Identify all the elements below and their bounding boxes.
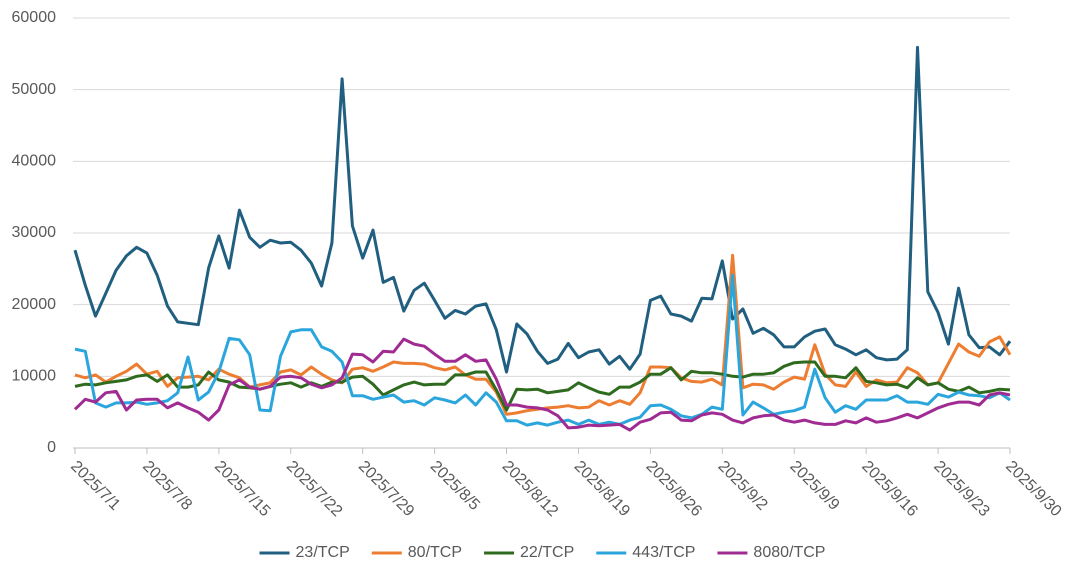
x-tick-label: 2025/7/29: [355, 458, 417, 520]
x-tick-label: 2025/9/30: [1002, 458, 1064, 520]
x-tick-label: 2025/8/26: [643, 458, 705, 520]
legend-label: 22/TCP: [520, 544, 574, 561]
x-tick-label: 2025/8/5: [427, 458, 483, 514]
x-tick-label: 2025/8/19: [571, 458, 633, 520]
x-tick-label: 2025/7/15: [211, 458, 273, 520]
legend-label: 8080/TCP: [753, 544, 825, 561]
series-line: [73, 45, 1012, 374]
x-tick-label: 2025/8/12: [499, 458, 561, 520]
y-tick-label: 60000: [12, 9, 57, 26]
x-tick-label: 2025/7/8: [139, 458, 195, 514]
legend-label: 443/TCP: [632, 544, 695, 561]
x-tick-label: 2025/7/22: [283, 458, 345, 520]
y-tick-label: 30000: [12, 224, 57, 241]
x-tick-label: 2025/9/23: [930, 458, 992, 520]
x-tick-label: 2025/7/1: [67, 458, 123, 514]
y-tick-label: 40000: [12, 153, 57, 170]
x-tick-label: 2025/9/16: [858, 458, 920, 520]
y-tick-label: 20000: [12, 296, 57, 313]
legend-label: 23/TCP: [296, 544, 350, 561]
y-tick-label: 50000: [12, 81, 57, 98]
x-tick-label: 2025/9/2: [714, 458, 770, 514]
legend-label: 80/TCP: [408, 544, 462, 561]
x-tick-label: 2025/9/9: [786, 458, 842, 514]
y-tick-label: 10000: [12, 368, 57, 385]
series-line: [74, 273, 1011, 427]
series-line: [74, 360, 1011, 412]
y-tick-label: 0: [47, 439, 56, 456]
series-line: [73, 337, 1011, 432]
